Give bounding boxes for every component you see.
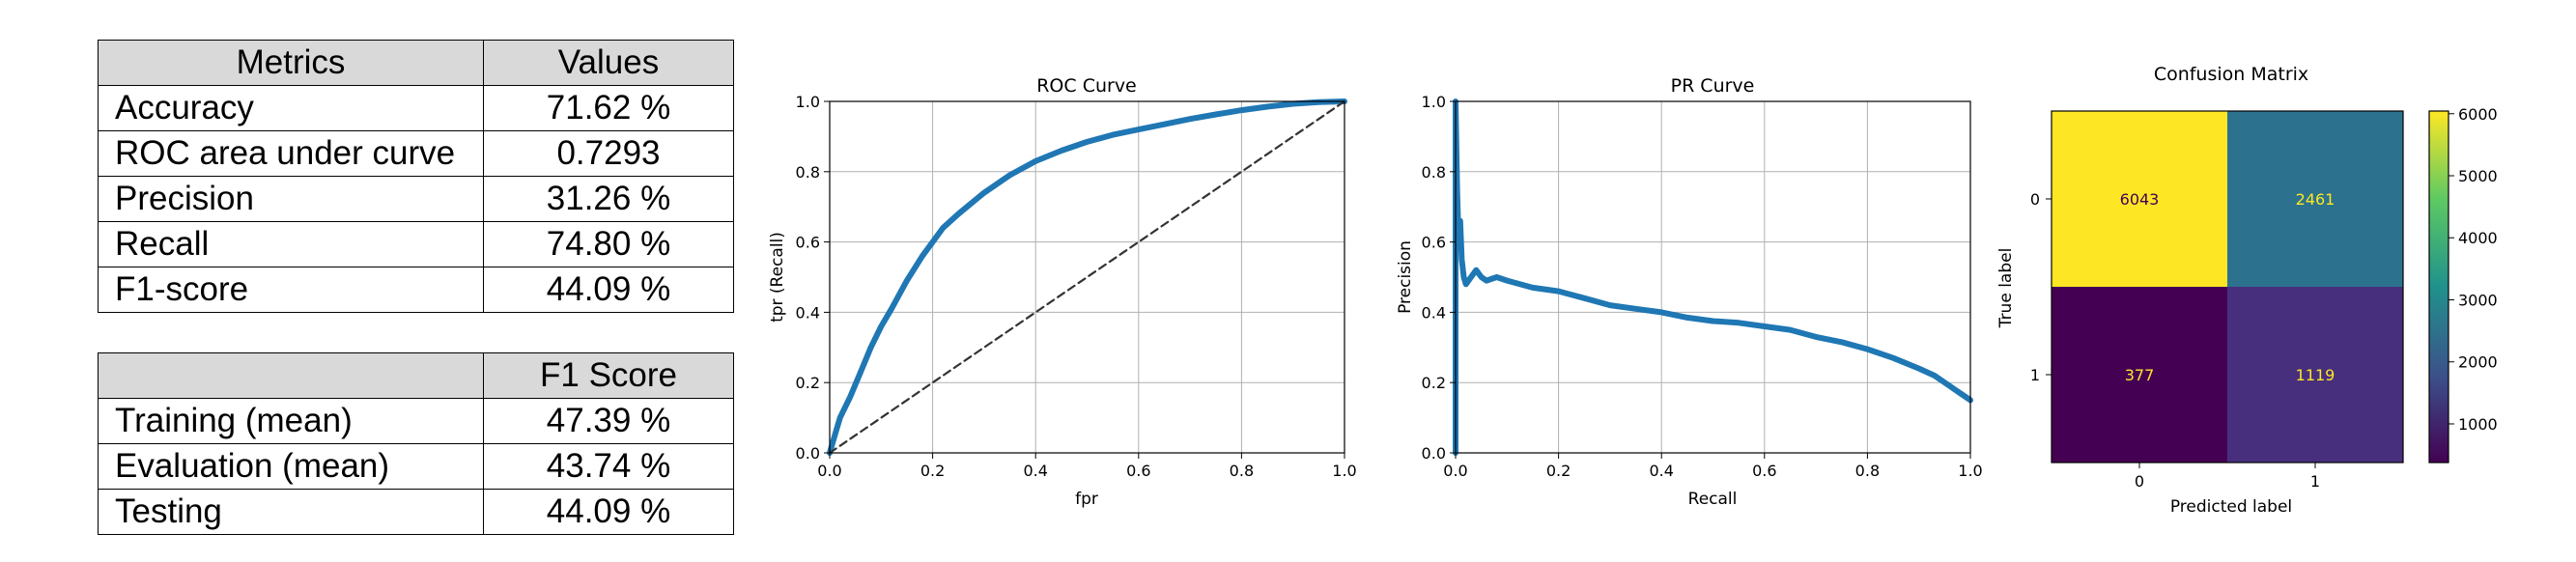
metric-value: 0.7293: [483, 130, 734, 177]
metric-name: Recall: [98, 221, 484, 267]
pr-x-tick-label: 0.4: [1649, 462, 1673, 480]
roc-x-tick-label: 0.8: [1230, 462, 1254, 480]
cm-colorbar-tick-label: 3000: [2458, 291, 2498, 309]
confusion-matrix-chart: Confusion Matrix 6043 2461 377 1119 0 1 0 1 Pr…: [1996, 64, 2498, 517]
roc-x-tick-label: 0.6: [1126, 462, 1150, 480]
metrics-table: Metrics Values Accuracy 71.62 % ROC area…: [98, 40, 734, 313]
metric-name: Accuracy: [98, 85, 484, 131]
f1-header-row: F1 Score: [98, 352, 734, 399]
table-row: F1-score 44.09 %: [98, 267, 734, 313]
pr-y-tick-label: 0.8: [1422, 163, 1446, 182]
cm-colorbar-tick-label: 6000: [2458, 105, 2498, 124]
table-row: Training (mean) 47.39 %: [98, 398, 734, 444]
cm-colorbar-tick-label: 5000: [2458, 167, 2498, 185]
pr-y-tick-label: 0.6: [1422, 234, 1446, 252]
pr-plot-frame: [1455, 100, 1971, 454]
pr-x-tick-label: 0.8: [1855, 462, 1880, 480]
cm-colorbar-tick-label: 4000: [2458, 229, 2498, 247]
table-row: Accuracy 71.62 %: [98, 85, 734, 131]
cm-y-tick-label: 1: [2030, 366, 2040, 384]
cm-colorbar-tick-label: 1000: [2458, 415, 2498, 434]
metrics-header-metrics: Metrics: [98, 40, 484, 86]
pr-title: PR Curve: [1671, 75, 1755, 97]
roc-y-tick-label: 0.4: [796, 303, 820, 322]
pr-y-tick-label: 1.0: [1422, 93, 1446, 111]
table-row: ROC area under curve 0.7293: [98, 130, 734, 177]
roc-y-tick-label: 0.0: [796, 444, 820, 463]
roc-curve-series: [827, 98, 1347, 456]
roc-x-tick-label: 1.0: [1332, 462, 1356, 480]
f1-row-name: Evaluation (mean): [98, 443, 484, 490]
table-row: Testing 44.09 %: [98, 489, 734, 535]
f1-header-score: F1 Score: [483, 352, 734, 399]
metric-value: 44.09 %: [483, 267, 734, 313]
cm-colorbar-frame: [2428, 110, 2449, 464]
roc-y-tick-label: 1.0: [796, 93, 820, 111]
f1-row-value: 44.09 %: [483, 489, 734, 535]
f1-row-value: 47.39 %: [483, 398, 734, 444]
f1-row-name: Testing: [98, 489, 484, 535]
cm-x-tick-label: 0: [2135, 472, 2144, 491]
metric-name: Precision: [98, 176, 484, 222]
metrics-header-row: Metrics Values: [98, 40, 734, 86]
roc-title: ROC Curve: [1036, 75, 1137, 97]
pr-xlabel: Recall: [1688, 490, 1738, 509]
metric-name: F1-score: [98, 267, 484, 313]
metric-value: 31.26 %: [483, 176, 734, 222]
pr-curve-series: [1453, 98, 1973, 456]
roc-x-tick-label: 0.4: [1023, 462, 1047, 480]
pr-y-tick-label: 0.4: [1422, 303, 1446, 322]
cm-cell-value: 6043: [2120, 190, 2160, 209]
cm-cell-value: 1119: [2296, 366, 2335, 384]
metric-value: 74.80 %: [483, 221, 734, 267]
pr-x-tick-label: 0.2: [1546, 462, 1571, 480]
pr-ylabel: Precision: [1396, 240, 1415, 314]
roc-plot-frame: [829, 100, 1345, 454]
f1-row-value: 43.74 %: [483, 443, 734, 490]
cm-cell: [2052, 287, 2227, 463]
cm-frame: [2051, 110, 2404, 464]
metric-name: ROC area under curve: [98, 130, 484, 177]
roc-chart: ROC Curve 0.0 0.2 0.4 0.6 0.8 1.0 0.0 0.2 0.4 0.6…: [768, 75, 1357, 509]
f1-table: F1 Score Training (mean) 47.39 % Evaluat…: [98, 352, 734, 535]
cm-xlabel: Predicted label: [2170, 497, 2292, 517]
cm-colorbar-tick-label: 2000: [2458, 353, 2498, 372]
cm-cell-value: 377: [2125, 366, 2155, 384]
metrics-header-values: Values: [483, 40, 734, 86]
pr-x-tick-label: 1.0: [1958, 462, 1982, 480]
cm-cell: [2227, 287, 2403, 463]
cm-cell: [2227, 111, 2403, 287]
cm-y-tick-label: 0: [2030, 190, 2040, 209]
roc-y-tick-label: 0.8: [796, 163, 820, 182]
roc-xlabel: fpr: [1075, 490, 1098, 509]
cm-cell-value: 2461: [2296, 190, 2335, 209]
pr-y-tick-label: 0.0: [1422, 444, 1446, 463]
f1-row-name: Training (mean): [98, 398, 484, 444]
cm-colorbar: [2429, 111, 2449, 463]
table-row: Precision 31.26 %: [98, 176, 734, 222]
pr-y-tick-label: 0.2: [1422, 374, 1446, 392]
cm-x-tick-label: 1: [2310, 472, 2320, 491]
roc-x-tick-label: 0.2: [920, 462, 945, 480]
roc-baseline-series: [828, 99, 1346, 455]
f1-header-blank: [98, 352, 484, 399]
cm-title: Confusion Matrix: [2154, 64, 2308, 85]
pr-x-tick-label: 0.6: [1752, 462, 1776, 480]
cm-cell: [2052, 111, 2227, 287]
roc-y-tick-label: 0.2: [796, 374, 820, 392]
cm-ylabel: True label: [1996, 248, 2016, 329]
pr-x-tick-label: 0.0: [1443, 462, 1467, 480]
roc-y-tick-label: 0.6: [796, 234, 820, 252]
table-row: Recall 74.80 %: [98, 221, 734, 267]
table-row: Evaluation (mean) 43.74 %: [98, 443, 734, 490]
metric-value: 71.62 %: [483, 85, 734, 131]
roc-ylabel: tpr (Recall): [768, 232, 787, 323]
pr-chart: PR Curve 0.0 0.2 0.4 0.6 0.8 1.0 0.0 0.2 0.4 0.6 0…: [1396, 75, 1983, 509]
roc-x-tick-label: 0.0: [817, 462, 841, 480]
